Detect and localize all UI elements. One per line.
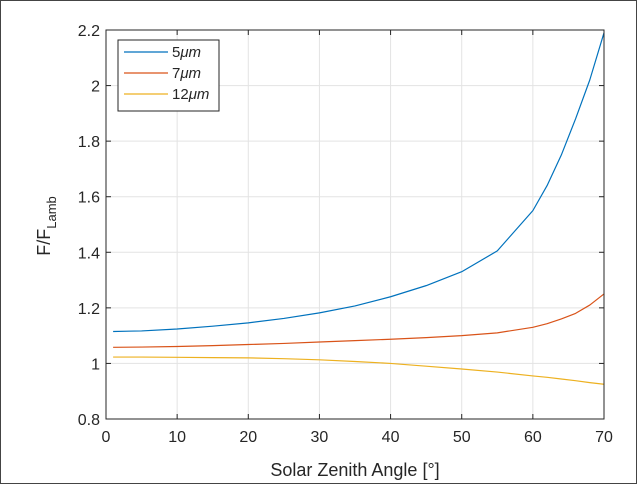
legend-label-12um: 12μm — [172, 86, 209, 103]
x-tick-label: 70 — [595, 429, 613, 446]
y-tick-label: 2 — [91, 79, 100, 96]
axis-ticks — [105, 29, 605, 420]
legend-label-unit: μm — [179, 65, 201, 82]
y-tick-label: 1 — [91, 356, 100, 373]
tick-labels: 0 10 20 30 40 50 60 70 0.8 1 1.2 1.4 1.6 1.8 2 2.2 — [78, 23, 613, 446]
legend-label-unit: μm — [179, 44, 201, 61]
y-tick-label: 0.8 — [78, 412, 100, 429]
y-tick-label: 1.2 — [78, 301, 100, 318]
legend-label-unit: μm — [188, 86, 210, 103]
legend-label-number: 7 — [172, 65, 180, 82]
series-line-7um — [113, 293, 605, 348]
series-line-12um — [113, 356, 605, 385]
y-axis-label-main: F/F — [34, 229, 54, 256]
axes-box — [105, 29, 605, 420]
x-axis-label: Solar Zenith Angle [°] — [270, 460, 439, 480]
legend-label-7um: 7μm — [172, 65, 201, 82]
x-tick-label: 30 — [311, 429, 329, 446]
y-axis-label-sub: Lamb — [44, 196, 59, 229]
x-tick-label: 0 — [102, 429, 111, 446]
legend-label-number: 5 — [172, 44, 180, 61]
legend-label-5um: 5μm — [172, 44, 201, 61]
series-line-5um — [113, 32, 605, 333]
series-layer — [113, 32, 605, 385]
x-tick-label: 10 — [168, 429, 186, 446]
x-tick-label: 40 — [382, 429, 400, 446]
legend-label-number: 12 — [172, 86, 189, 103]
x-tick-label: 60 — [524, 429, 542, 446]
x-tick-label: 20 — [239, 429, 257, 446]
y-tick-label: 2.2 — [78, 23, 100, 40]
y-axis-label: F/FLamb — [34, 196, 59, 256]
y-tick-label: 1.6 — [78, 190, 100, 207]
x-tick-label: 50 — [453, 429, 471, 446]
y-tick-label: 1.8 — [78, 134, 100, 151]
y-tick-label: 1.4 — [78, 245, 100, 262]
